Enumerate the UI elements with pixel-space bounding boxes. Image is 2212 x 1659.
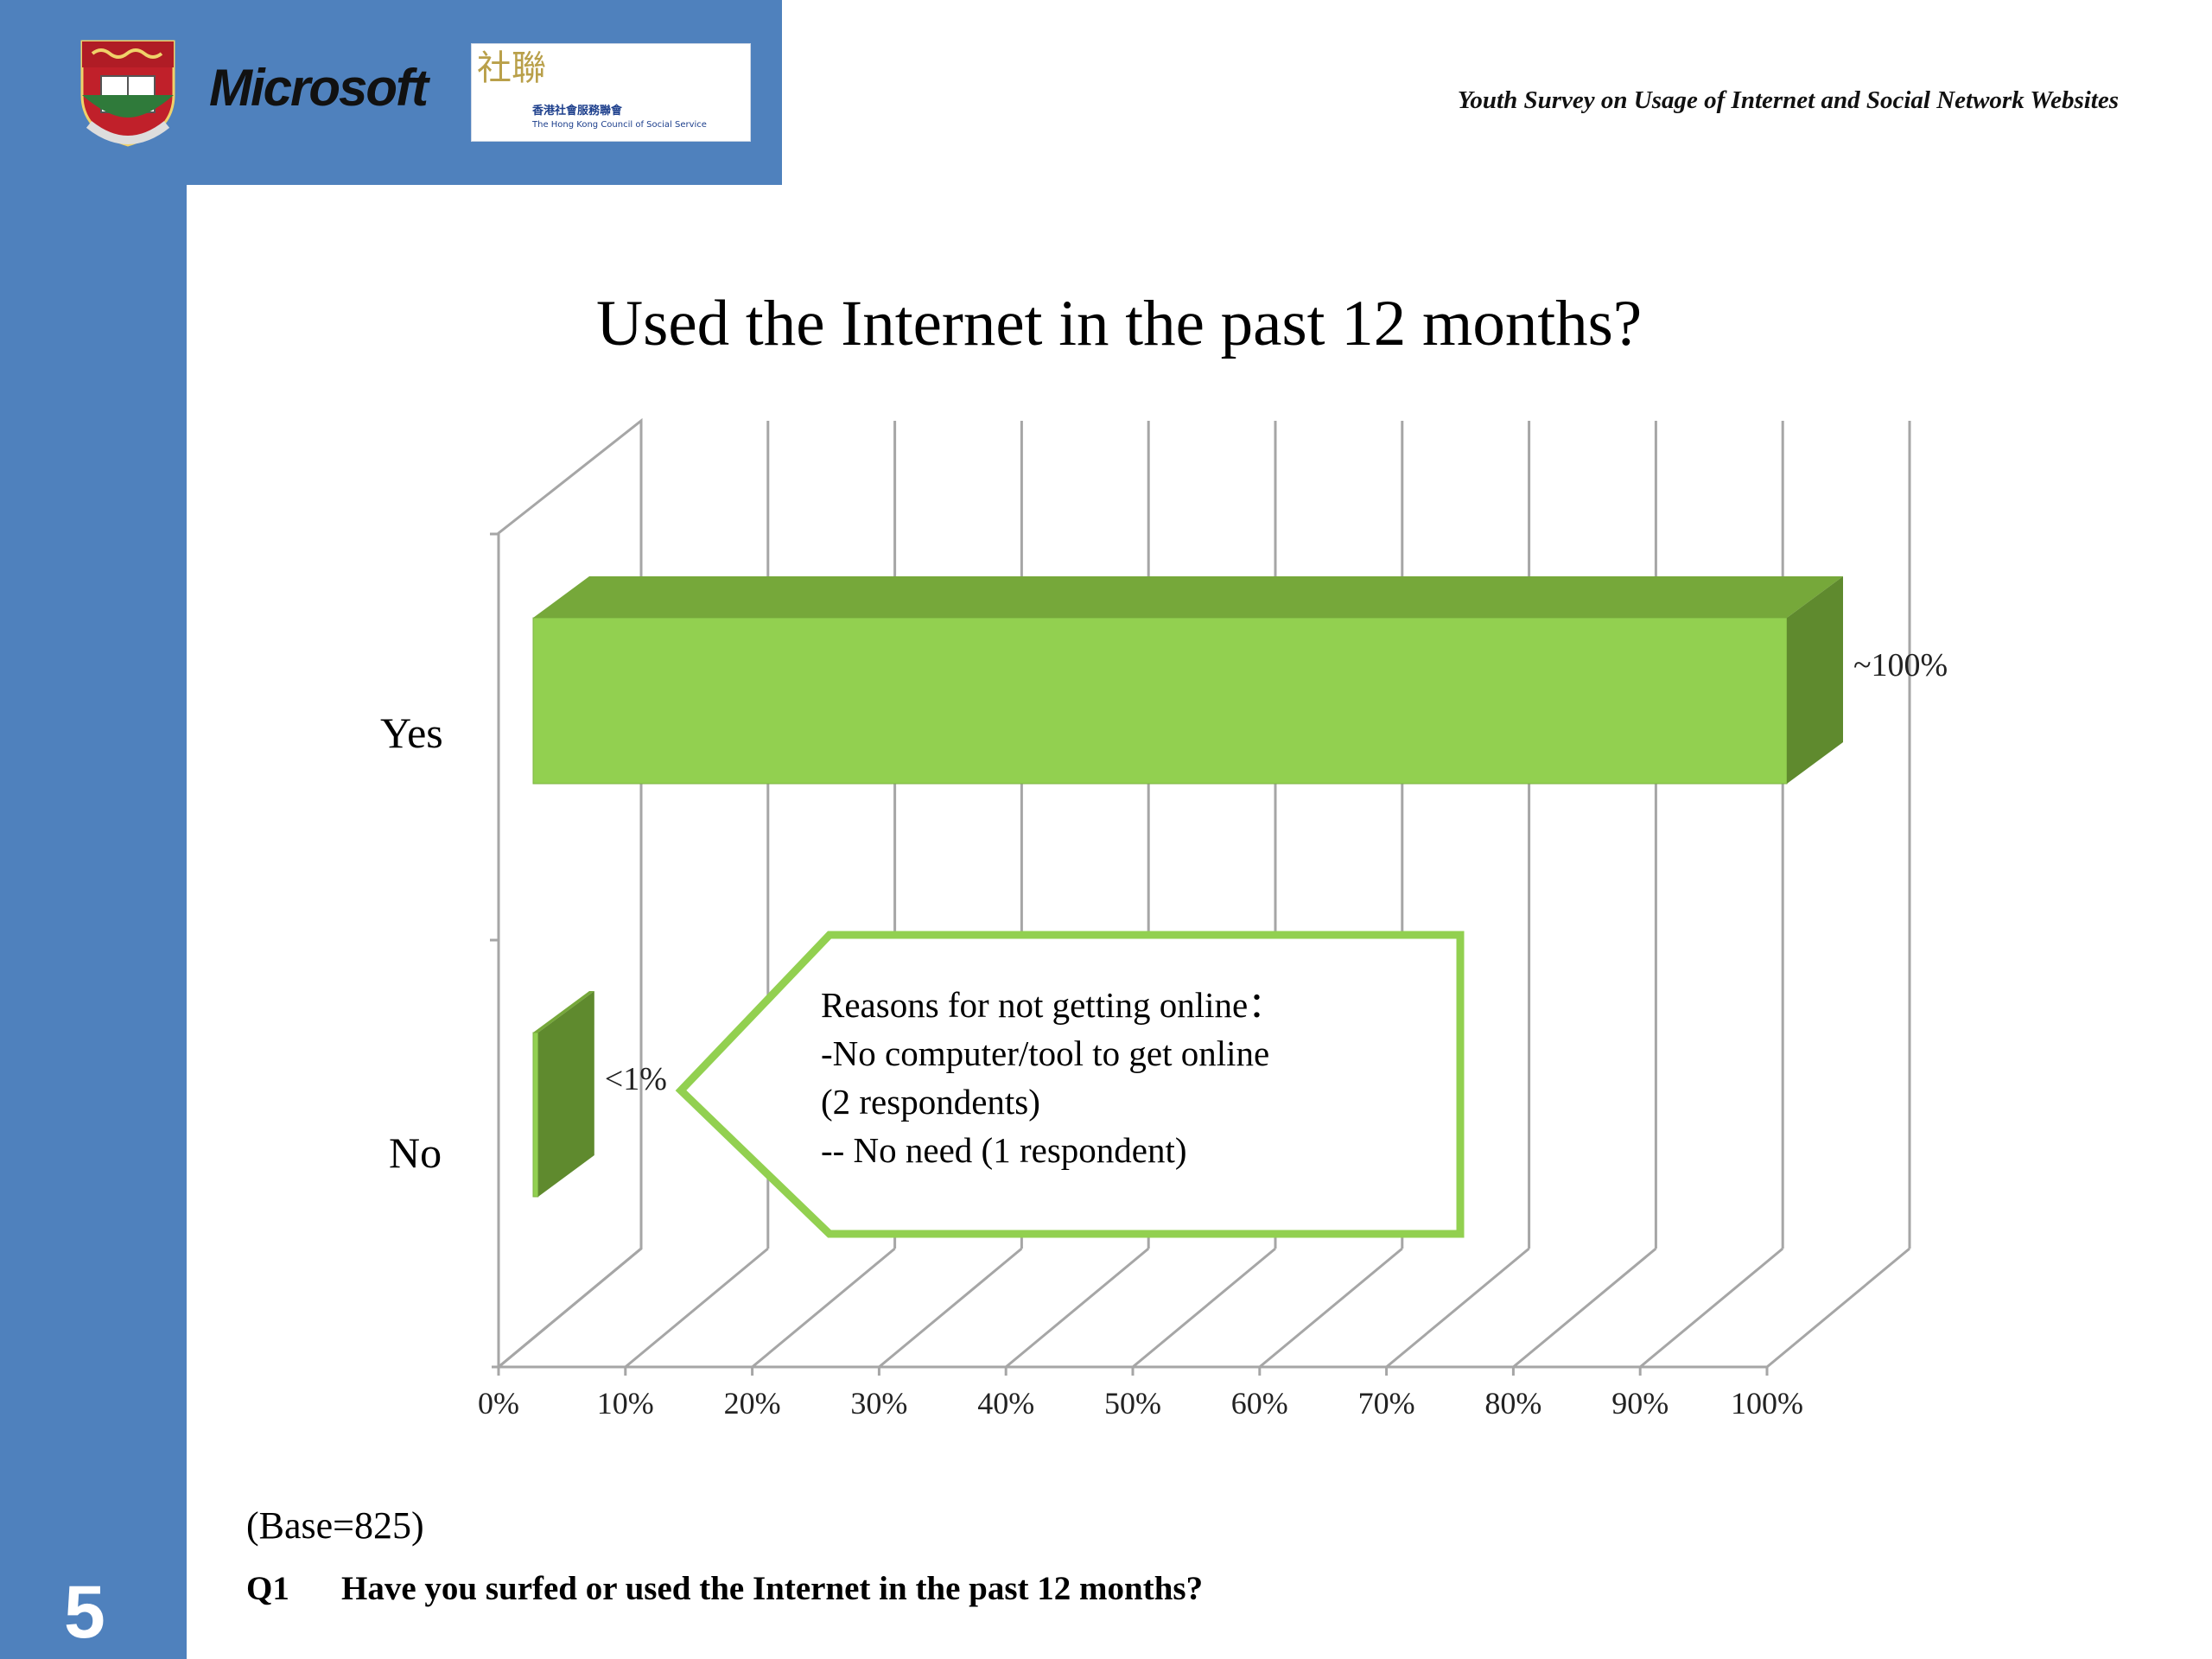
bar-no-side — [537, 991, 594, 1197]
x-tick-label: 0% — [478, 1386, 519, 1421]
hkcss-name-en: The Hong Kong Council of Social Service — [532, 120, 707, 130]
chart-bars — [532, 576, 1843, 1198]
value-label: <1% — [604, 1061, 667, 1097]
category-label: Yes — [380, 709, 443, 757]
microsoft-logo: Microsoft — [209, 59, 429, 117]
category-label: No — [389, 1128, 442, 1177]
hkcss-name-zh: 香港社會服務聯會 — [532, 105, 623, 118]
x-tick-label: 90% — [1611, 1386, 1669, 1421]
floor-gridline — [624, 1247, 769, 1369]
slide-number: 5 — [64, 1571, 105, 1654]
x-tick-label: 60% — [1230, 1386, 1288, 1421]
x-tick-label: 40% — [977, 1386, 1035, 1421]
floor-gridline — [1512, 1247, 1657, 1369]
x-tick-label: 100% — [1731, 1386, 1803, 1421]
callout-line: -- No need (1 respondent) — [821, 1130, 1187, 1170]
callout-line: (2 respondents) — [821, 1082, 1040, 1122]
x-tick-label: 80% — [1484, 1386, 1542, 1421]
floor-gridline — [751, 1247, 896, 1369]
floor-gridline — [1005, 1247, 1150, 1369]
x-tick-label: 70% — [1357, 1386, 1415, 1421]
hkcss-mark: 社聯 — [477, 48, 546, 88]
hkcss-logo: 社聯 香港社會服務聯會 The Hong Kong Council of Soc… — [471, 43, 751, 142]
value-label: ~100% — [1853, 647, 1948, 683]
question-id: Q1 — [246, 1570, 289, 1607]
survey-title: Youth Survey on Usage of Internet and So… — [1457, 86, 2119, 114]
reasons-callout-text: Reasons for not getting online： -No comp… — [821, 981, 1283, 1174]
question-text: Have you surfed or used the Internet in … — [341, 1570, 1204, 1607]
left-sidebar — [0, 0, 187, 1659]
slide-content-area — [187, 185, 2212, 1659]
chart-left-wall — [497, 417, 643, 1370]
x-tick-label: 20% — [723, 1386, 781, 1421]
floor-gridline — [1385, 1247, 1530, 1369]
callout-line: Reasons for not getting online： — [821, 985, 1284, 1025]
bar-yes-side — [1787, 576, 1843, 784]
hku-crest-logo — [80, 40, 175, 147]
reasons-callout-box — [675, 931, 1465, 1238]
bar-no-top — [533, 991, 594, 1033]
callout-line: -No computer/tool to get online — [821, 1033, 1270, 1073]
bar-no-front — [532, 1032, 539, 1198]
floor-gridline — [1258, 1247, 1403, 1369]
bar-yes-top — [533, 576, 1843, 618]
floor-gridline — [1639, 1247, 1784, 1369]
x-tick-label: 30% — [850, 1386, 908, 1421]
x-tick-label: 10% — [596, 1386, 654, 1421]
floor-gridline — [1766, 1247, 1910, 1369]
floor-gridline — [1132, 1247, 1276, 1369]
floor-gridline — [878, 1247, 1023, 1369]
chart-grid — [490, 417, 1911, 1376]
floor-gridline — [498, 1247, 642, 1369]
base-note: (Base=825) — [246, 1504, 424, 1547]
bar-yes-front — [532, 617, 1788, 785]
x-tick-label: 50% — [1104, 1386, 1161, 1421]
chart-title: Used the Internet in the past 12 months? — [596, 288, 1643, 359]
